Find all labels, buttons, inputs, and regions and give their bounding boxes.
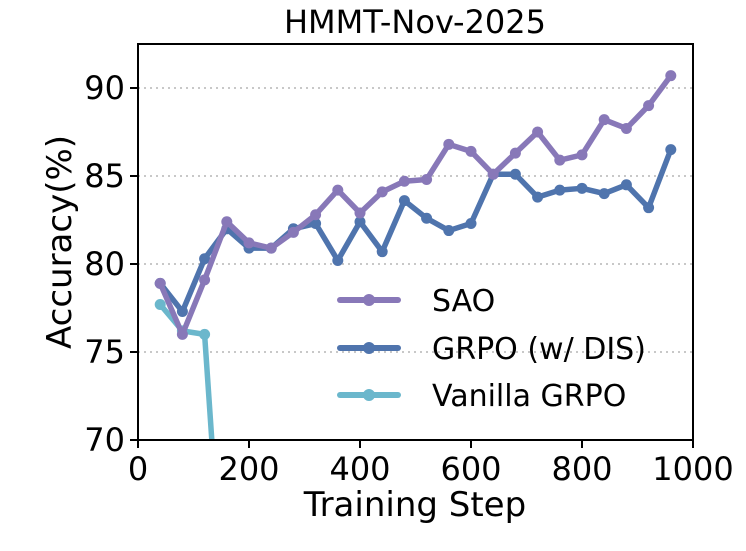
legend-vanilla-grpo-label: Vanilla GRPO [432,379,626,414]
data-point-grpo-dis [620,179,632,191]
data-point-sao [154,277,166,289]
data-point-sao [243,237,255,249]
data-point-grpo-dis [532,191,544,203]
series-line-vanilla-grpo [157,301,215,440]
data-point-sao [643,100,655,112]
chart-title: HMMT-Nov-2025 [284,3,546,41]
y-axis-label: Accuracy(%) [40,135,80,349]
data-point-sao [354,207,366,219]
data-point-grpo-dis [398,195,410,207]
legend-vanilla-grpo-marker [363,389,375,401]
legend-sao-label: SAO [432,284,495,319]
data-point-sao [554,154,566,166]
data-point-grpo-dis [443,225,455,237]
data-point-grpo-dis [310,218,322,230]
data-point-sao [176,328,188,340]
data-point-sao [598,114,610,126]
legend: SAO GRPO (w/ DIS) Vanilla GRPO [337,284,646,414]
data-point-grpo-dis [465,218,477,230]
data-point-grpo-dis [576,182,588,194]
data-point-grpo-dis [421,212,433,224]
data-point-vanilla-grpo [199,328,211,340]
data-point-sao [665,70,677,82]
y-tick-label: 70 [84,421,125,459]
data-point-sao [287,226,299,238]
plot-frame [137,43,694,441]
data-point-grpo-dis [598,188,610,200]
x-tick-label: 400 [329,450,390,488]
x-tick-label: 0 [128,450,148,488]
legend-grpo-dis-label: GRPO (w/ DIS) [432,332,646,367]
y-tick-label: 90 [84,69,125,107]
data-point-grpo-dis [509,168,521,180]
data-point-sao [199,274,211,286]
x-axis-label: Training Step [303,485,526,525]
x-tick-label: 800 [551,450,612,488]
data-point-grpo-dis [643,202,655,214]
data-point-sao [398,175,410,187]
data-point-sao [443,138,455,150]
series-layer [154,70,677,440]
y-tick-label: 80 [84,245,125,283]
data-point-grpo-dis [354,216,366,228]
data-point-grpo-dis [554,184,566,196]
data-point-sao [332,184,344,196]
data-point-grpo-dis [332,254,344,266]
x-tick-label: 1000 [652,450,733,488]
y-tick-label: 85 [84,157,125,195]
series-line-sao [157,72,674,338]
data-point-vanilla-grpo [154,298,166,310]
data-point-sao [221,216,233,228]
data-point-sao [310,209,322,221]
data-point-grpo-dis [376,246,388,258]
data-point-sao [421,174,433,186]
data-point-sao [620,122,632,134]
data-point-sao [532,126,544,138]
data-point-sao [465,145,477,157]
data-point-grpo-dis [665,144,677,156]
data-point-sao [576,149,588,161]
data-point-sao [487,168,499,180]
series-sao [154,70,677,340]
data-point-grpo-dis [199,253,211,265]
x-tick-label: 200 [218,450,279,488]
data-point-sao [509,147,521,159]
x-tick-label: 600 [440,450,501,488]
series-vanilla-grpo [154,298,215,440]
data-point-sao [265,242,277,254]
axis-ticks: 0 200 400 600 800 1000 70 75 80 85 90 [84,69,733,488]
legend-sao-marker [363,294,375,306]
y-tick-label: 75 [84,333,125,371]
legend-grpo-dis-marker [363,342,375,354]
data-point-sao [376,186,388,198]
grid-lines [138,87,693,353]
data-point-grpo-dis [176,306,188,318]
